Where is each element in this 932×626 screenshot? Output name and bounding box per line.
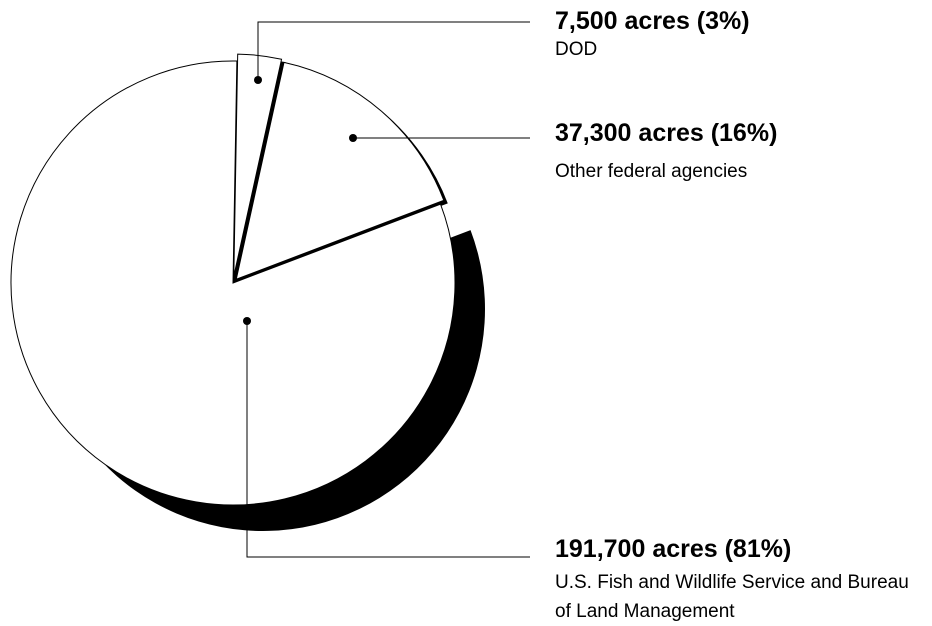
leader-line [257,21,530,80]
category-label: U.S. Fish and Wildlife Service and Burea… [555,572,909,622]
leader-dot [254,76,262,84]
slice [233,53,283,277]
leader-line [246,321,530,558]
value-label: 7,500 acres (3%) [555,7,750,35]
slice [10,60,456,506]
leader-dot [349,134,357,142]
category-label: Other federal agencies [555,161,748,182]
slice [235,61,445,281]
value-label: 37,300 acres (16%) [555,119,778,147]
leader-dot [243,317,251,325]
value-label: 191,700 acres (81%) [555,535,792,563]
category-label: DOD [555,39,598,60]
